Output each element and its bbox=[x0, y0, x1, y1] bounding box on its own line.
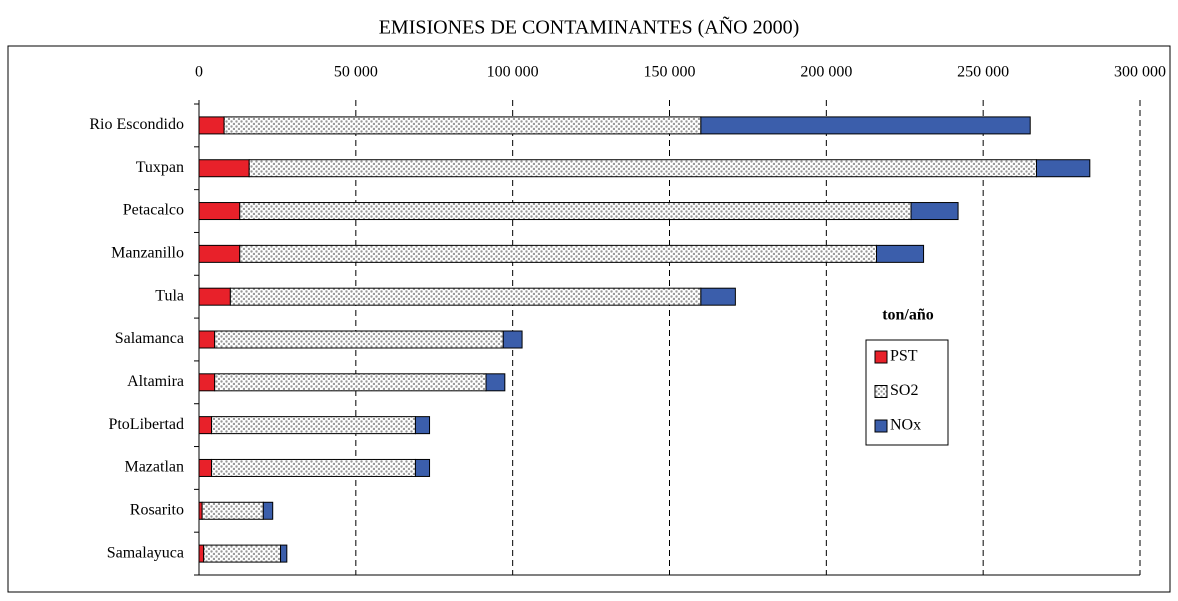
x-tick-label: 100 000 bbox=[487, 64, 539, 81]
chart-title: EMISIONES DE CONTAMINANTES (AÑO 2000) bbox=[379, 15, 800, 39]
bar-segment bbox=[262, 501, 274, 520]
bar-segment bbox=[201, 501, 264, 520]
bar-segment bbox=[248, 159, 1037, 178]
bar-segment bbox=[198, 116, 225, 135]
y-tick-label: Rio Escondido bbox=[89, 116, 184, 133]
x-tick-label: 200 000 bbox=[800, 64, 852, 81]
bar-segment bbox=[229, 287, 702, 306]
x-tick-label: 300 000 bbox=[1114, 64, 1166, 81]
bar-segment bbox=[502, 330, 523, 349]
bar-segment bbox=[198, 416, 213, 435]
bar-segment bbox=[876, 244, 925, 263]
bar-segment bbox=[198, 373, 216, 392]
legend-swatch bbox=[874, 350, 888, 364]
y-tick-label: Samalayuca bbox=[107, 544, 184, 561]
y-tick-label: Salamanca bbox=[115, 330, 184, 347]
legend-title: ton/año bbox=[882, 307, 934, 324]
bar-segment bbox=[280, 544, 288, 563]
x-tick-label: 150 000 bbox=[644, 64, 696, 81]
bar-segment bbox=[910, 202, 959, 221]
bar-segment bbox=[198, 159, 250, 178]
bar-segment bbox=[214, 373, 487, 392]
y-tick-label: Petacalco bbox=[123, 202, 184, 219]
legend-swatch bbox=[874, 385, 888, 398]
y-tick-label: PtoLibertad bbox=[108, 416, 184, 433]
y-tick-label: Manzanillo bbox=[111, 245, 184, 262]
bar-segment bbox=[414, 458, 431, 477]
bar-segment bbox=[211, 416, 416, 435]
y-tick-label: Mazatlan bbox=[124, 459, 184, 476]
bar-segment bbox=[700, 287, 736, 306]
bar-segment bbox=[414, 416, 431, 435]
y-tick-label: Tula bbox=[155, 287, 184, 304]
legend-swatch bbox=[874, 419, 888, 433]
bar-segment bbox=[485, 373, 506, 392]
y-tick-label: Rosarito bbox=[130, 501, 184, 518]
bar-segment bbox=[198, 458, 213, 477]
bar-segment bbox=[214, 330, 504, 349]
y-tick-label: Altamira bbox=[127, 373, 184, 390]
bar-segment bbox=[1035, 159, 1091, 178]
x-tick-label: 0 bbox=[195, 64, 203, 81]
chart-frame bbox=[7, 45, 1171, 593]
bar-segment bbox=[198, 544, 205, 563]
x-tick-label: 250 000 bbox=[957, 64, 1009, 81]
legend-label: SO2 bbox=[890, 382, 918, 399]
bar-segment bbox=[223, 116, 702, 135]
bar-segment bbox=[700, 116, 1031, 135]
bar-segment bbox=[203, 544, 282, 563]
bar-segment bbox=[198, 330, 216, 349]
bar-segment bbox=[198, 202, 241, 221]
bar-segment bbox=[239, 202, 912, 221]
bar-segment bbox=[239, 244, 878, 263]
bar-segment bbox=[198, 244, 241, 263]
bar-segment bbox=[198, 287, 231, 306]
legend-label: NOx bbox=[890, 417, 921, 434]
legend-label: PST bbox=[890, 348, 918, 365]
y-tick-label: Tuxpan bbox=[136, 159, 184, 176]
bar-segment bbox=[211, 458, 416, 477]
x-tick-label: 50 000 bbox=[334, 64, 378, 81]
